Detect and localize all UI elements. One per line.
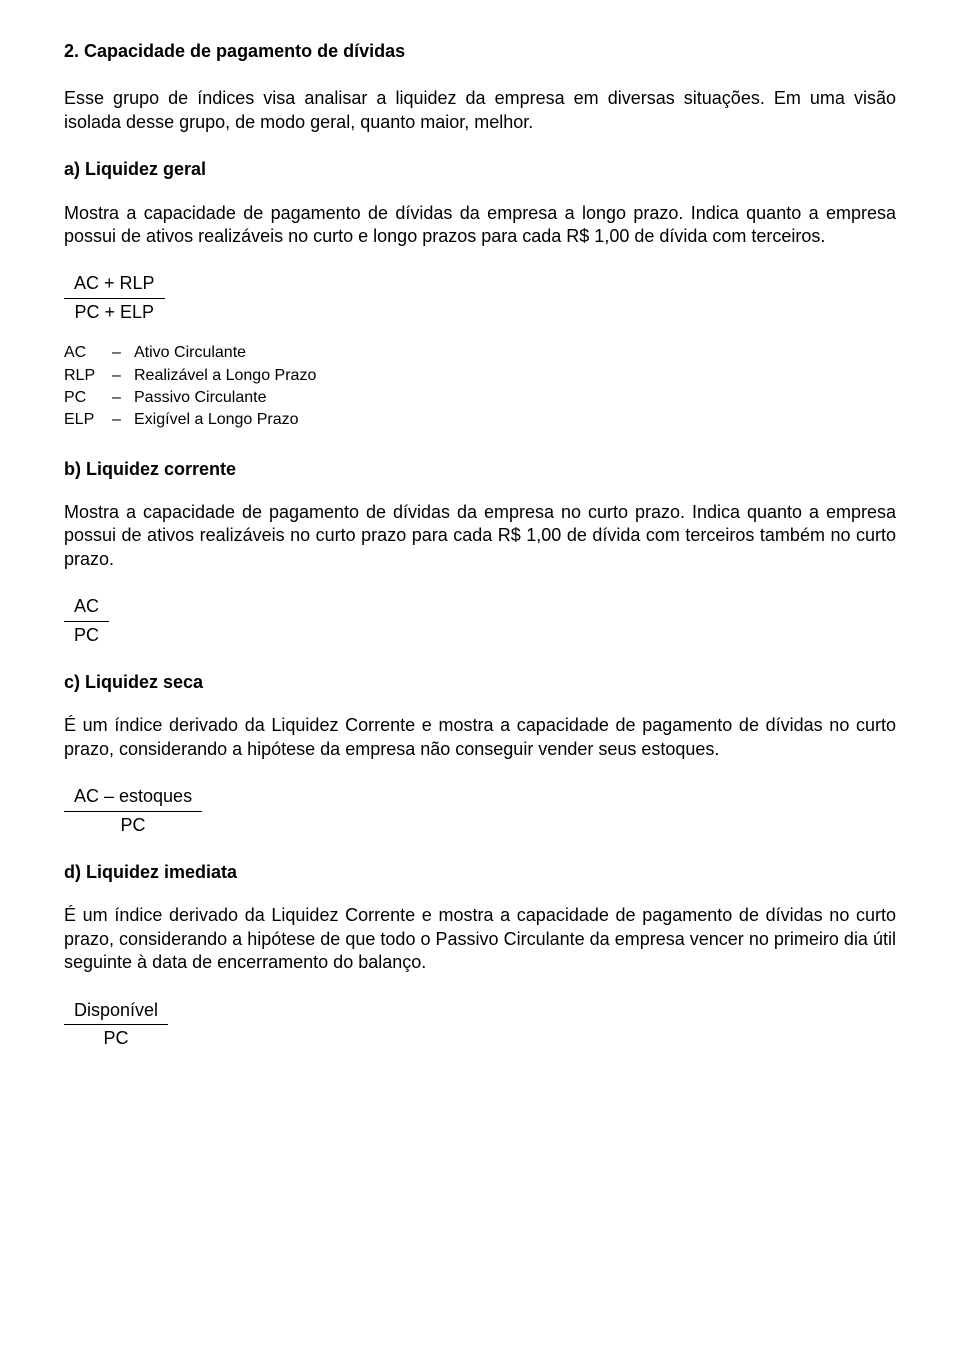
formula-numerator: AC (64, 595, 109, 621)
subsection-b-title: b) Liquidez corrente (64, 458, 896, 481)
legend-row: ELP – Exigível a Longo Prazo (64, 409, 896, 431)
legend-dash: – (112, 387, 126, 409)
formula-liquidez-seca: AC – estoques PC (64, 785, 202, 837)
subsection-a-title: a) Liquidez geral (64, 158, 896, 181)
formula-numerator: AC – estoques (64, 785, 202, 811)
legend-a: AC – Ativo Circulante RLP – Realizável a… (64, 342, 896, 432)
subsection-d-para: É um índice derivado da Liquidez Corrent… (64, 904, 896, 974)
legend-desc: Realizável a Longo Prazo (134, 365, 316, 387)
section-2-title: 2. Capacidade de pagamento de dívidas (64, 40, 896, 63)
formula-numerator: AC + RLP (64, 272, 165, 298)
legend-desc: Exigível a Longo Prazo (134, 409, 299, 431)
page: 2. Capacidade de pagamento de dívidas Es… (0, 0, 960, 1366)
legend-abbr: AC (64, 342, 104, 364)
legend-row: AC – Ativo Circulante (64, 342, 896, 364)
subsection-b-para: Mostra a capacidade de pagamento de dívi… (64, 501, 896, 571)
formula-liquidez-corrente: AC PC (64, 595, 109, 647)
formula-denominator: PC (64, 622, 109, 647)
legend-abbr: RLP (64, 365, 104, 387)
subsection-a-para: Mostra a capacidade de pagamento de dívi… (64, 202, 896, 249)
formula-denominator: PC (64, 1025, 168, 1050)
legend-desc: Passivo Circulante (134, 387, 267, 409)
subsection-c-para: É um índice derivado da Liquidez Corrent… (64, 714, 896, 761)
legend-row: PC – Passivo Circulante (64, 387, 896, 409)
legend-row: RLP – Realizável a Longo Prazo (64, 365, 896, 387)
formula-denominator: PC (64, 812, 202, 837)
formula-liquidez-imediata: Disponível PC (64, 999, 168, 1051)
formula-numerator: Disponível (64, 999, 168, 1025)
legend-abbr: ELP (64, 409, 104, 431)
section-2-intro: Esse grupo de índices visa analisar a li… (64, 87, 896, 134)
legend-dash: – (112, 342, 126, 364)
subsection-d-title: d) Liquidez imediata (64, 861, 896, 884)
legend-dash: – (112, 409, 126, 431)
subsection-c-title: c) Liquidez seca (64, 671, 896, 694)
legend-abbr: PC (64, 387, 104, 409)
legend-dash: – (112, 365, 126, 387)
legend-desc: Ativo Circulante (134, 342, 246, 364)
formula-denominator: PC + ELP (64, 299, 165, 324)
formula-liquidez-geral: AC + RLP PC + ELP (64, 272, 165, 324)
